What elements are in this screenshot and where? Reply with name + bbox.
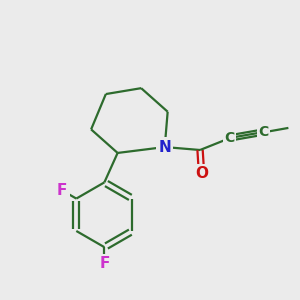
Text: C: C	[258, 125, 268, 139]
Text: C: C	[224, 131, 235, 145]
Text: F: F	[99, 256, 110, 271]
Text: O: O	[195, 166, 208, 181]
Text: F: F	[57, 183, 68, 198]
Text: N: N	[158, 140, 171, 154]
